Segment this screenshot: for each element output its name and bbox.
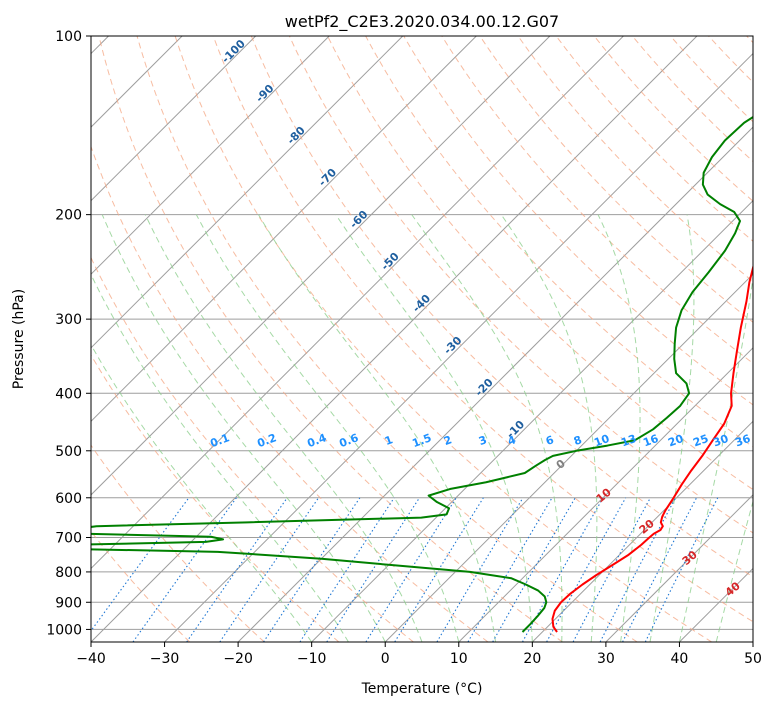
isotherm-line [164,52,753,642]
isotherm-line [458,347,753,642]
background-lines [91,36,753,642]
mixing-ratio-label: 1.5 [410,431,433,450]
x-tick-label: 20 [523,651,541,667]
moist-adiabat-line [195,214,460,642]
isotherm-line [91,36,330,275]
moist-adiabat-line [597,214,641,642]
isotherm-line [531,420,753,642]
isotherm-line [91,36,257,202]
dry-adiabat-line [250,36,753,578]
dry-adiabat-line [91,256,414,642]
mixing-ratio-label: 25 [691,432,710,449]
mixing-ratio-label: 30 [711,432,730,450]
isotherm-line [91,36,404,349]
mixing-ratio-label: 1 [383,433,395,448]
moist-adiabat-line [335,214,533,642]
mixing-ratio-label: 2 [442,433,454,448]
y-tick-label: 800 [55,565,82,581]
dry-adiabat-line [98,36,563,642]
plot-frame [90,35,754,643]
mixing-ratio-line [436,497,524,642]
x-tick-label: 30 [597,651,615,667]
mixing-ratio-label: 10 [592,432,611,450]
y-tick-label: 700 [55,531,82,547]
isotherm-line [91,36,551,496]
moist-adiabat-line [91,343,313,642]
moist-adiabat-line [101,214,386,642]
x-tick-label: 50 [744,651,762,667]
x-tick-label: −40 [76,651,106,667]
y-axis-label: Pressure (hPa) [11,289,27,389]
y-tick-label: 500 [55,444,82,460]
y-tick-label: 300 [55,312,82,328]
isotherm-line [91,36,624,570]
dry-adiabat-line [91,444,265,642]
y-tick-label: 600 [55,491,82,507]
moist-adiabat-line [144,214,423,642]
dry-adiabat-line [327,36,753,491]
isotherm-line [237,126,753,642]
mixing-ratio-label: 6 [544,433,556,448]
mixing-ratio-label: 4 [506,433,518,448]
moist-adiabat-line [678,274,753,642]
dewpoint-profile-line [91,115,753,633]
moist-adiabat-line [649,214,695,642]
mixing-ratio-label: 0.2 [255,431,278,450]
isotherm-line [91,36,477,423]
mixing-ratio-line [263,497,361,642]
mixing-ratio-line [365,497,457,642]
x-tick-label: −30 [150,651,180,667]
mixing-ratio-line [91,497,190,632]
mixing-ratio-line [622,497,698,642]
isotherm-line [752,641,753,642]
y-tick-label: 1000 [46,622,82,638]
axis-ticks: −40 −30 −20 −10 0 10 20 30 40 5010020030040050060… [46,29,762,667]
profile-series [91,115,753,633]
mixing-ratio-label: 0.6 [337,431,360,450]
temperature-profile-line [551,263,753,633]
moist-adiabat-line [411,214,563,642]
mixing-ratio-line [394,497,484,642]
mixing-ratio-line [572,497,651,642]
x-tick-label: −10 [297,651,327,667]
dry-adiabat-line [288,36,753,534]
y-tick-label: 900 [55,595,82,611]
mixing-ratio-line [644,497,719,642]
dry-adiabat-line [212,36,753,623]
dry-adiabat-line [91,354,340,642]
mixing-ratio-label: 0.1 [208,431,231,450]
dry-adiabat-line [174,36,713,642]
y-tick-label: 400 [55,386,82,402]
mixing-ratio-label: 0.4 [305,431,328,450]
y-tick-label: 200 [55,208,82,224]
mixing-ratio-line [132,497,237,642]
mixing-ratio-line [599,497,677,642]
mixing-ratio-label: 20 [666,432,685,450]
mixing-ratio-label: 8 [572,433,584,448]
x-axis-label: Temperature (°C) [361,681,483,697]
x-tick-label: −20 [223,651,253,667]
mixing-ratio-label: 3 [477,433,489,448]
dry-adiabat-line [136,36,638,642]
mixing-ratio-label: 36 [733,432,752,450]
mixing-ratio-label: 13 [619,432,638,449]
chart-title: wetPf2_C2E3.2020.034.00.12.G07 [285,12,559,32]
isotherm-line [605,494,753,642]
y-tick-label: 100 [55,29,82,45]
x-tick-label: 10 [450,651,468,667]
x-tick-label: 0 [381,651,390,667]
mixing-ratio-label: 16 [641,432,660,450]
x-tick-label: 40 [671,651,689,667]
isotherm-line [91,36,698,642]
isotherm-line [384,273,753,642]
